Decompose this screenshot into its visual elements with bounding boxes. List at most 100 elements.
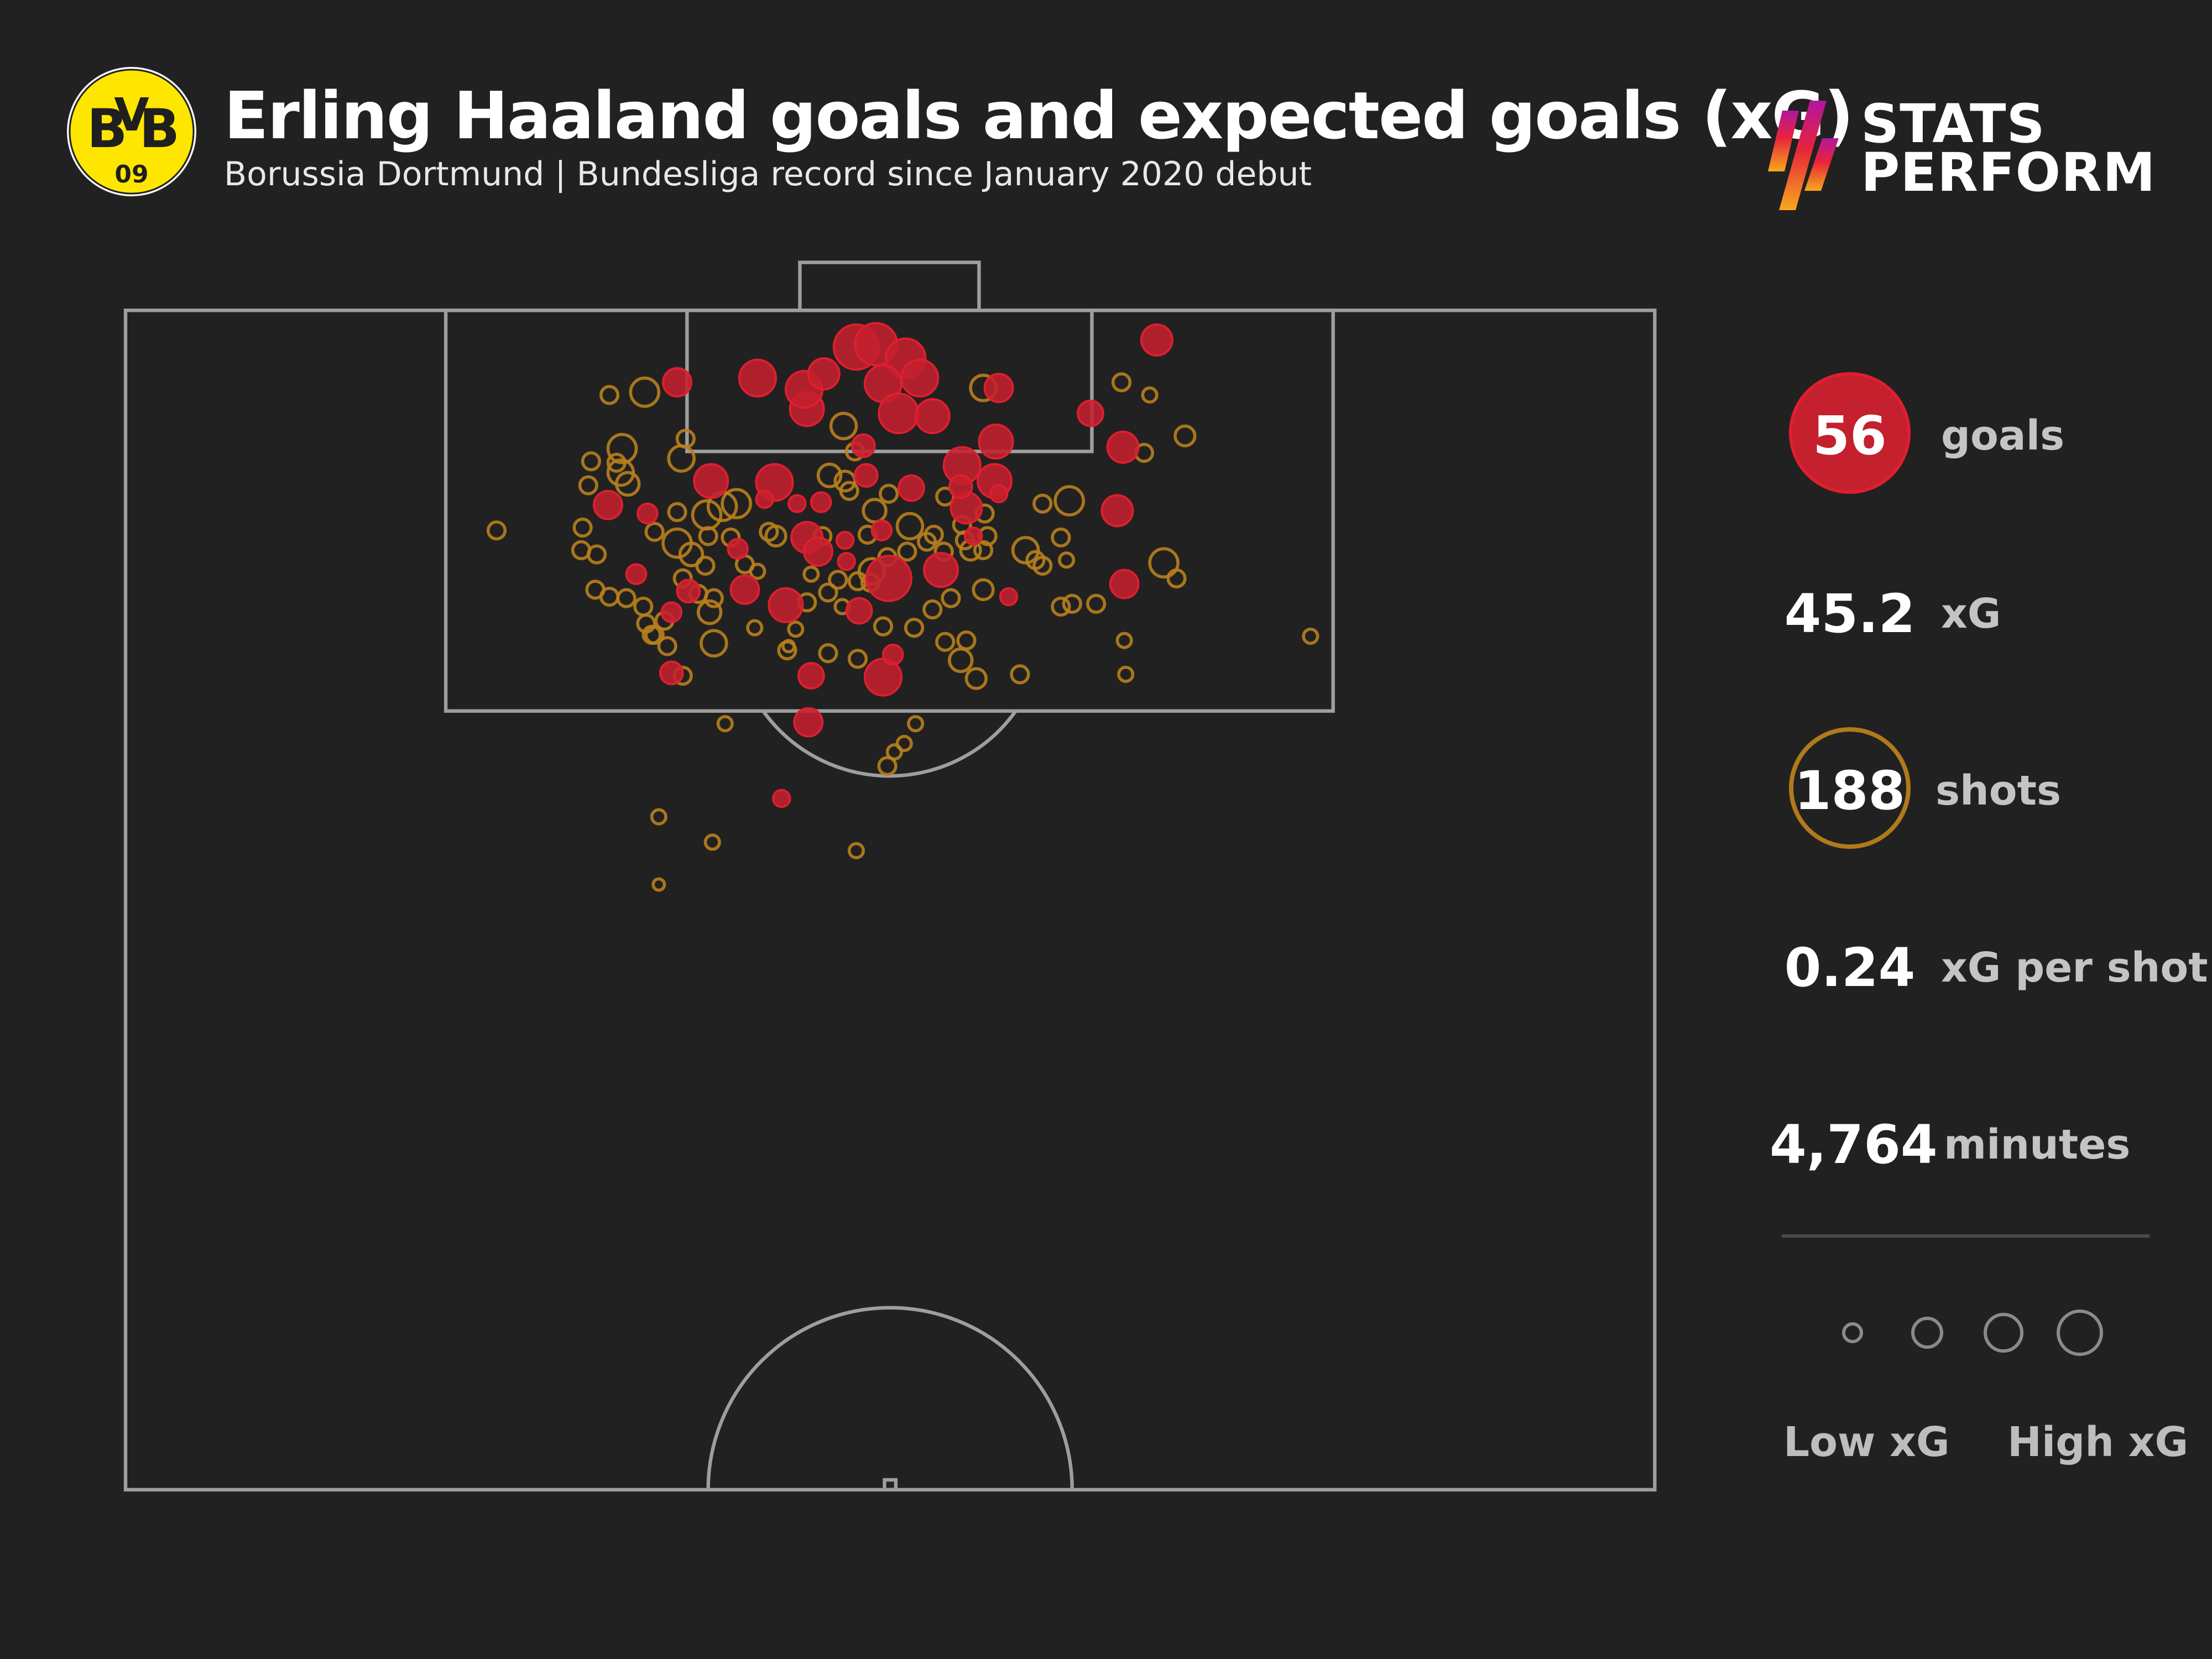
- goal-marker: [837, 552, 856, 571]
- shot-marker: [695, 555, 716, 576]
- shot-marker: [606, 452, 627, 473]
- shot-marker: [879, 483, 899, 504]
- bvb-club-badge-icon: B B V 09: [67, 67, 196, 196]
- shot-marker: [696, 599, 723, 625]
- shot-marker: [1053, 485, 1085, 517]
- shot-marker: [897, 541, 917, 562]
- chart-title: Erling Haaland goals and expected goals …: [224, 77, 1854, 154]
- goal-marker: [900, 358, 940, 398]
- shot-marker: [818, 643, 838, 664]
- shot-marker: [486, 520, 507, 541]
- svg-text:B B: B B: [87, 98, 176, 160]
- shot-marker: [581, 451, 601, 472]
- goal-marker: [755, 489, 774, 509]
- shot-marker: [895, 512, 925, 541]
- goal-marker: [593, 489, 623, 520]
- shot-marker: [1051, 527, 1071, 548]
- shot-marker: [862, 498, 888, 524]
- stat-label: goals: [1941, 412, 2065, 460]
- shot-marker: [1141, 386, 1159, 404]
- goal-marker: [807, 357, 841, 390]
- shot-marker: [1173, 424, 1197, 447]
- stat-xg: 45.2 xG: [1775, 550, 2206, 677]
- goal-marker: [963, 526, 983, 546]
- chart-subtitle: Borussia Dortmund | Bundesliga record si…: [224, 155, 1312, 194]
- shot-marker: [1166, 568, 1187, 589]
- shot-marker: [644, 521, 665, 542]
- shot-marker: [1111, 372, 1132, 393]
- shot-marker: [703, 588, 724, 608]
- shot-marker: [1086, 593, 1107, 614]
- stats-perform-stripes-icon: [1768, 101, 1839, 210]
- goal-marker: [662, 367, 692, 398]
- shot-marker: [1011, 536, 1040, 565]
- shot-marker: [877, 756, 898, 776]
- shot-marker: [873, 616, 894, 637]
- shot-marker: [698, 526, 718, 546]
- shot-marker: [746, 619, 764, 637]
- shot-marker: [657, 636, 677, 656]
- shot-marker: [1302, 627, 1319, 645]
- shot-marker: [650, 808, 667, 826]
- shot-marker: [599, 586, 620, 607]
- goal-marker: [845, 597, 873, 625]
- goal-marker: [835, 530, 855, 550]
- goal-marker: [898, 474, 925, 502]
- goal-marker: [978, 423, 1014, 460]
- goal-marker: [851, 433, 876, 458]
- goal-marker: [659, 660, 684, 686]
- shot-marker: [629, 376, 661, 408]
- shot-marker: [651, 877, 666, 892]
- goal-marker: [787, 494, 807, 513]
- goal-marker: [1100, 494, 1134, 528]
- legend-high-xg-label: High xG: [2007, 1418, 2189, 1466]
- goal-marker: [1140, 323, 1173, 357]
- stats-divider: [1782, 1234, 2150, 1238]
- shot-marker: [749, 562, 766, 580]
- stat-xg-per-shot: 0.24 xG per shot: [1775, 904, 2208, 1031]
- stat-minutes: 4,764 minutes: [1770, 1081, 2206, 1208]
- goal-marker: [693, 463, 729, 499]
- shot-marker: [924, 524, 944, 545]
- goals-layer: [593, 322, 1173, 808]
- goal-marker-icon: [1789, 372, 1911, 494]
- shot-marker: [1117, 665, 1135, 683]
- goal-marker: [625, 563, 648, 586]
- shot-marker: [599, 385, 620, 405]
- goal-marker: [1106, 430, 1140, 464]
- shot-marker: [716, 715, 734, 733]
- shot-marker: [816, 462, 843, 488]
- goal-marker: [854, 463, 879, 488]
- stat-value: 45.2: [1784, 583, 1916, 645]
- legend-low-xg-label: Low xG: [1783, 1418, 1950, 1466]
- shot-marker: [833, 469, 857, 493]
- goal-marker: [793, 707, 824, 738]
- shot-marker: [948, 647, 974, 674]
- shot-marker: [904, 618, 925, 638]
- goal-marker: [948, 474, 973, 499]
- shot-marker: [578, 475, 598, 495]
- shot-marker: [907, 715, 925, 733]
- brand-line-1: STATS: [1861, 93, 2046, 155]
- goal-marker: [768, 587, 804, 623]
- goal-marker: [923, 552, 959, 588]
- goal-marker: [878, 392, 920, 435]
- brand-line-2: PERFORM: [1861, 142, 2156, 204]
- shot-marker: [667, 444, 696, 473]
- goal-marker: [914, 398, 951, 435]
- stat-value: 188: [1794, 760, 1906, 822]
- stat-label: xG: [1941, 590, 2001, 638]
- shot-marker: [802, 565, 820, 583]
- stat-value: 4,764: [1770, 1114, 1938, 1176]
- goal-marker: [772, 789, 791, 808]
- shot-marker: [972, 578, 995, 601]
- stats-perform-wordmark: STATS PERFORM: [1861, 93, 2156, 204]
- shot-marker: [818, 582, 838, 603]
- goal-marker: [1109, 568, 1140, 599]
- goal-marker: [676, 578, 701, 604]
- shot-marker: [829, 411, 858, 441]
- goal-marker: [637, 502, 659, 525]
- svg-text:V: V: [114, 89, 149, 142]
- stat-label: xG per shot: [1941, 944, 2208, 992]
